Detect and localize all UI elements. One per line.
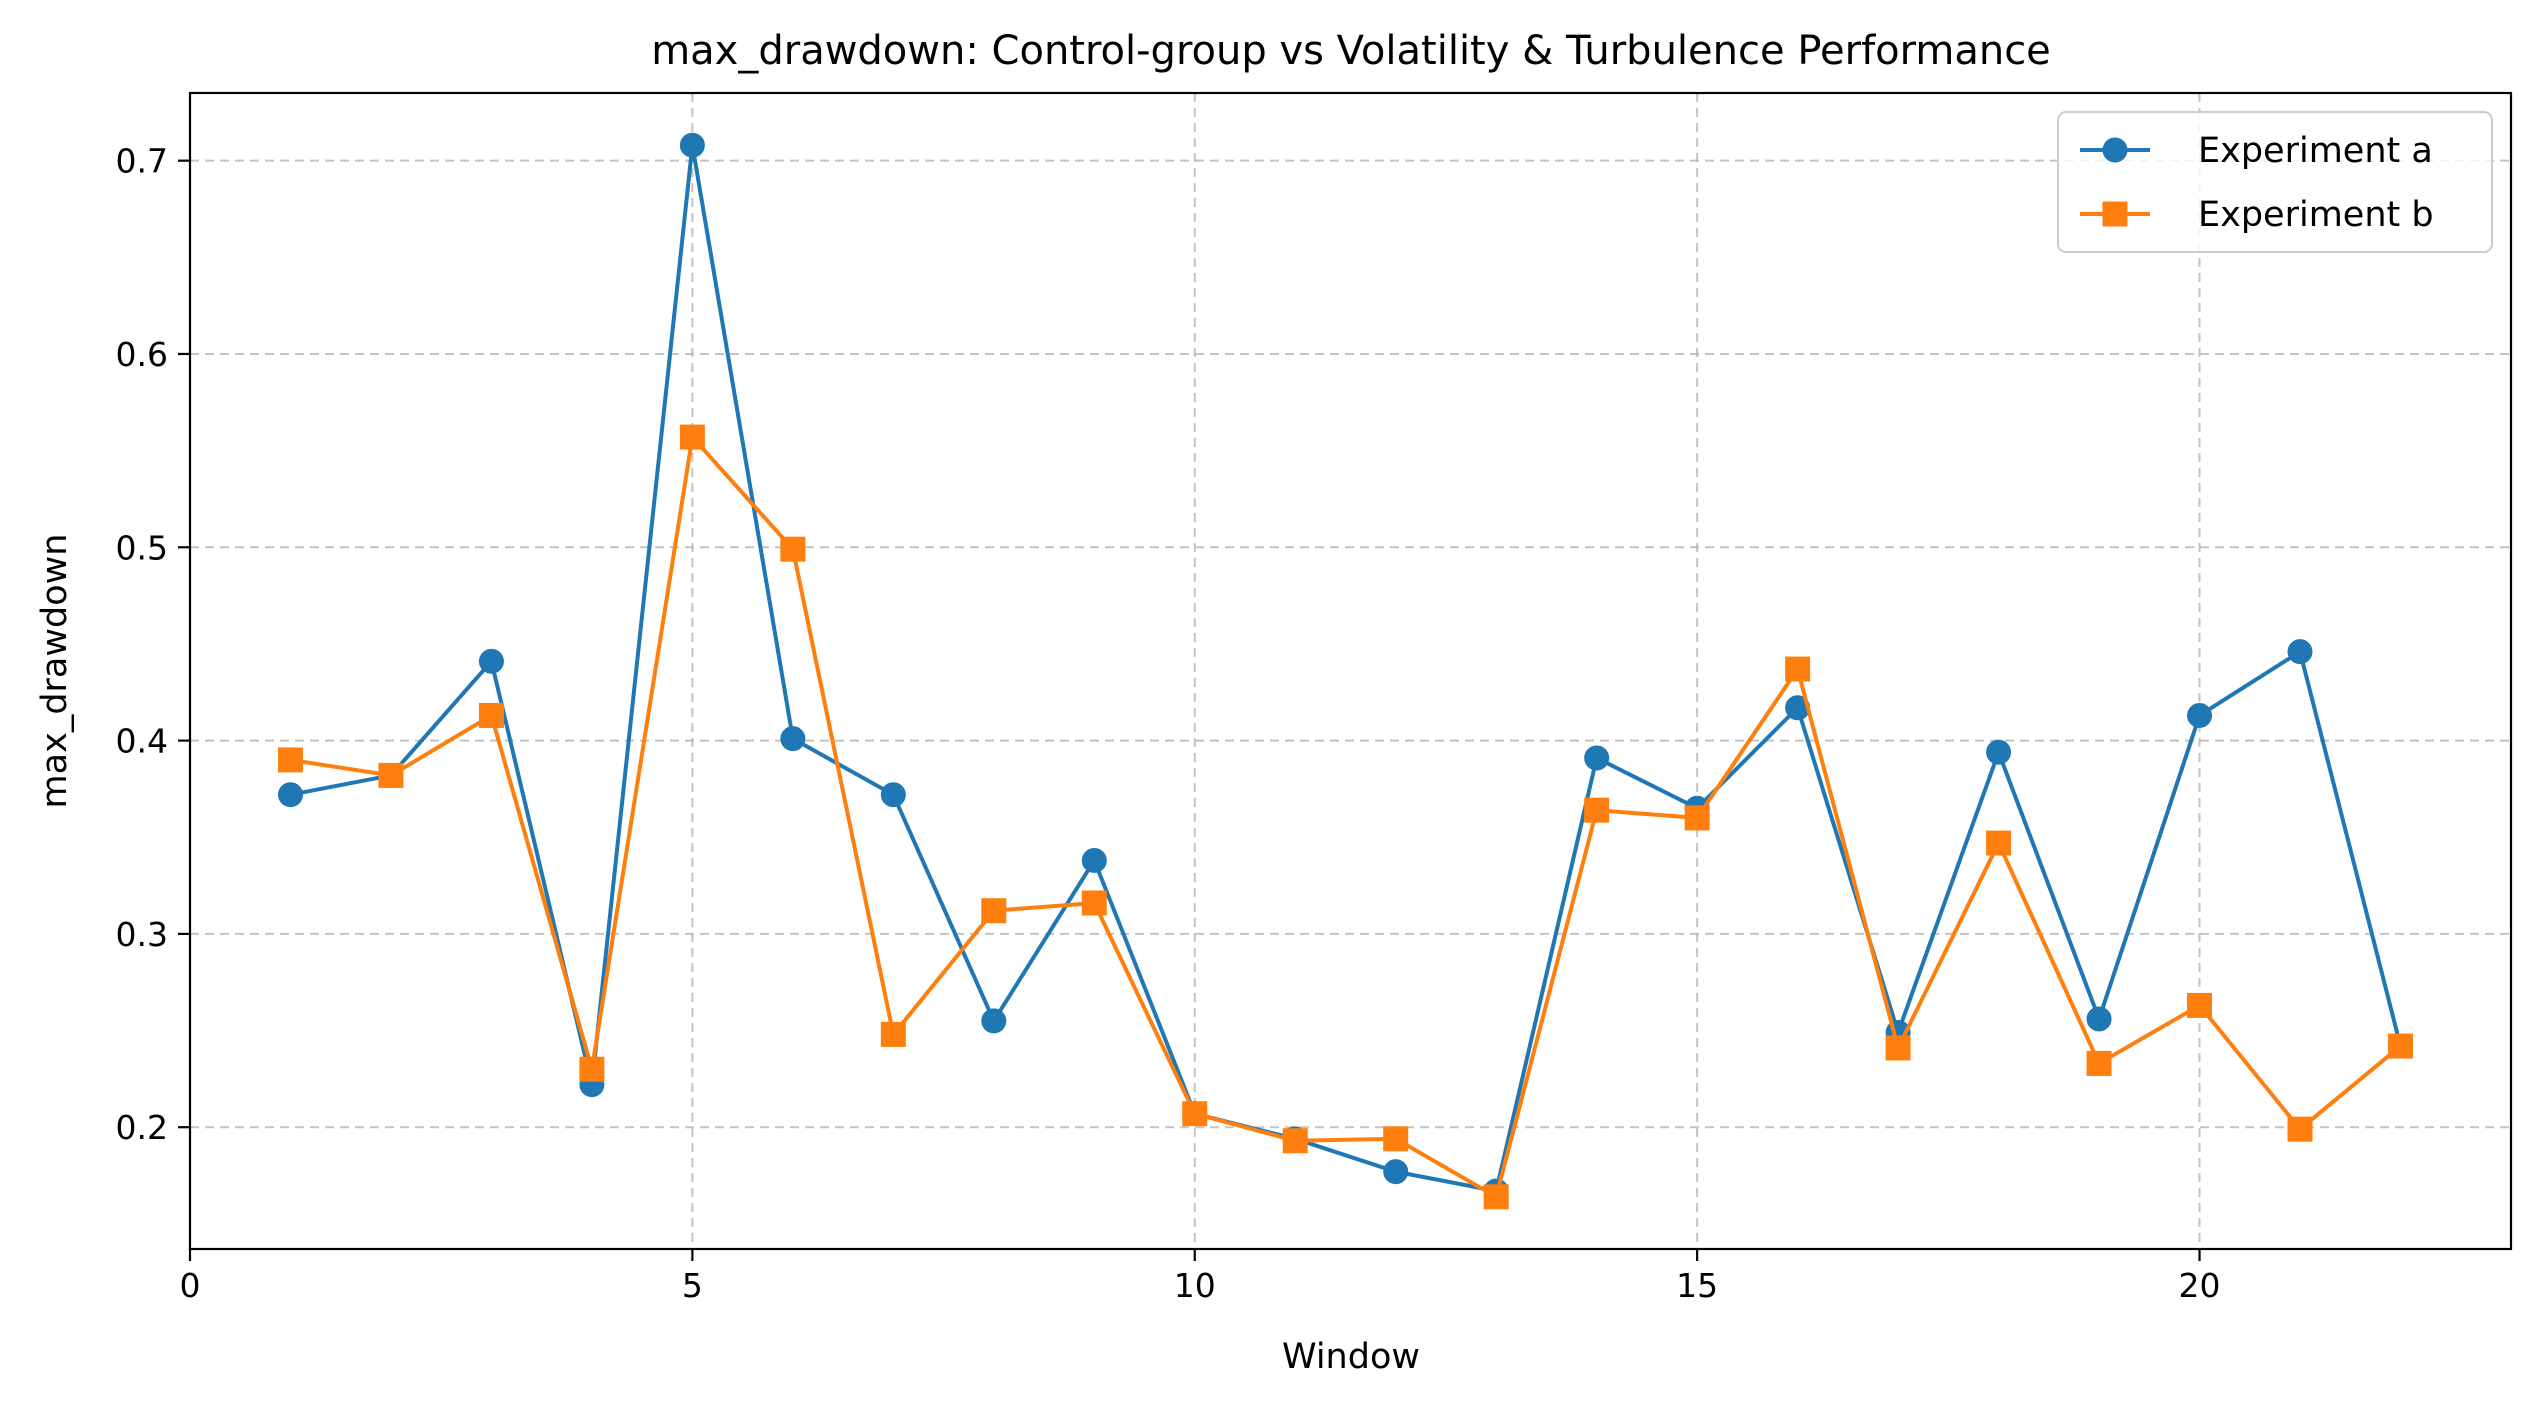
y-tick-label: 0.2 bbox=[116, 1108, 168, 1147]
y-axis-label: max_drawdown bbox=[35, 534, 75, 809]
data-point bbox=[1986, 739, 2012, 765]
legend-label: Experiment b bbox=[2198, 195, 2434, 235]
legend-box bbox=[2057, 111, 2493, 253]
x-axis-ticks: 0 5 10 15 20 bbox=[180, 1249, 2221, 1305]
data-point bbox=[1986, 830, 2012, 856]
x-tick-label: 20 bbox=[2179, 1266, 2221, 1305]
data-point bbox=[1584, 797, 1610, 823]
data-point bbox=[880, 782, 906, 808]
y-tick-label: 0.6 bbox=[116, 335, 168, 374]
legend-item-b: Experiment b bbox=[2080, 195, 2434, 235]
y-tick-label: 0.7 bbox=[116, 142, 168, 181]
data-point bbox=[981, 1008, 1007, 1034]
legend: Experiment a Experiment b bbox=[2057, 111, 2493, 253]
data-point bbox=[780, 536, 806, 562]
data-point bbox=[277, 747, 303, 773]
legend-item-a: Experiment a bbox=[2080, 131, 2433, 171]
x-tick-label: 15 bbox=[1676, 1266, 1718, 1305]
data-point bbox=[1885, 1035, 1911, 1061]
x-axis-label: Window bbox=[1282, 1337, 1420, 1377]
grid bbox=[189, 93, 2511, 1249]
data-point bbox=[2086, 1050, 2112, 1076]
x-tick-label: 0 bbox=[180, 1266, 201, 1305]
data-point bbox=[679, 424, 705, 450]
data-point bbox=[1584, 745, 1610, 771]
data-point bbox=[2187, 702, 2213, 728]
legend-marker bbox=[2102, 201, 2128, 227]
data-point bbox=[679, 132, 705, 158]
data-point bbox=[1684, 805, 1710, 831]
data-point bbox=[277, 782, 303, 808]
data-point bbox=[981, 898, 1007, 924]
x-tick-label: 5 bbox=[682, 1266, 703, 1305]
data-point bbox=[1483, 1184, 1509, 1210]
data-point bbox=[478, 702, 504, 728]
series-line bbox=[288, 435, 2403, 1199]
data-point bbox=[2287, 1116, 2313, 1142]
y-tick-label: 0.4 bbox=[116, 722, 168, 761]
series-line bbox=[288, 143, 2403, 1194]
plot-frame bbox=[188, 91, 2513, 1251]
data-point bbox=[1383, 1159, 1409, 1185]
y-axis-ticks: 0.2 0.3 0.4 0.5 0.6 0.7 bbox=[116, 142, 190, 1147]
series-a bbox=[277, 132, 2413, 1204]
data-point bbox=[1081, 890, 1107, 916]
data-point bbox=[1081, 847, 1107, 873]
data-point bbox=[2086, 1006, 2112, 1032]
data-point bbox=[2287, 639, 2313, 665]
y-tick-label: 0.5 bbox=[116, 528, 168, 567]
data-point bbox=[2187, 992, 2213, 1018]
data-point bbox=[579, 1056, 605, 1082]
chart-title: max_drawdown: Control-group vs Volatilit… bbox=[651, 28, 2051, 74]
data-point bbox=[1182, 1101, 1208, 1127]
legend-label: Experiment a bbox=[2198, 131, 2433, 171]
data-point bbox=[880, 1021, 906, 1047]
plot-series bbox=[277, 132, 2413, 1210]
data-point bbox=[378, 762, 404, 788]
series-b bbox=[277, 424, 2413, 1210]
data-point bbox=[1282, 1128, 1308, 1154]
legend-marker bbox=[2102, 137, 2128, 163]
y-tick-label: 0.3 bbox=[116, 915, 168, 954]
data-point bbox=[1785, 656, 1811, 682]
data-point bbox=[1383, 1126, 1409, 1152]
data-point bbox=[2387, 1033, 2413, 1059]
data-point bbox=[478, 648, 504, 674]
x-tick-label: 10 bbox=[1174, 1266, 1216, 1305]
data-point bbox=[780, 726, 806, 752]
